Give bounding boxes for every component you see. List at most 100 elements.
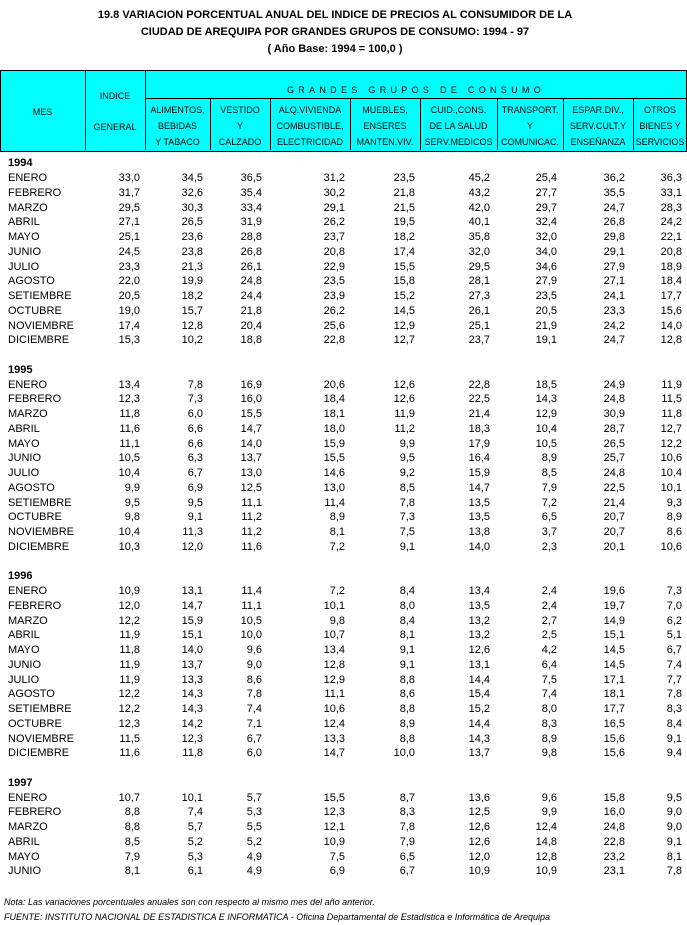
cell-value: 10,9 bbox=[535, 865, 557, 878]
cell-value: 15,7 bbox=[181, 304, 203, 317]
header-column: ENSEÑANZA bbox=[570, 137, 626, 147]
cell-value: 9,2 bbox=[399, 467, 415, 479]
header-column: BEBIDAS bbox=[157, 121, 197, 131]
cell-value: 14,0 bbox=[181, 644, 203, 656]
cell-value: 13,0 bbox=[323, 481, 345, 494]
cell-value: 17,9 bbox=[468, 437, 490, 450]
cell-value: 27,1 bbox=[118, 216, 140, 229]
cell-value: 23,2 bbox=[603, 850, 625, 863]
cell-value: 29,5 bbox=[468, 260, 490, 273]
cell-value: 11,8 bbox=[661, 408, 682, 420]
cell-value: 19,0 bbox=[118, 304, 140, 317]
year-label: 1997 bbox=[8, 776, 33, 789]
cell-value: 25,7 bbox=[603, 452, 625, 465]
cell-value: 9,9 bbox=[541, 806, 557, 819]
cell-value: 7,8 bbox=[666, 688, 682, 701]
cell-value: 6,9 bbox=[187, 481, 203, 494]
cell-value: 14,0 bbox=[240, 437, 262, 450]
month-label: MAYO bbox=[8, 644, 40, 656]
cell-value: 15,2 bbox=[468, 703, 490, 715]
month-label: JULIO bbox=[8, 673, 40, 686]
cell-value: 8,8 bbox=[124, 806, 140, 819]
cell-value: 26,1 bbox=[468, 304, 490, 317]
cell-value: 12,8 bbox=[535, 850, 557, 863]
cell-value: 24,8 bbox=[603, 393, 625, 406]
cell-value: 9,1 bbox=[399, 644, 415, 656]
header-column: DE LA SALUD bbox=[429, 121, 488, 131]
cell-value: 12,6 bbox=[393, 378, 415, 391]
header-group: GRANDES GRUPOS DE CONSUMO bbox=[286, 85, 546, 95]
cell-value: 8,5 bbox=[124, 835, 140, 848]
cell-value: 7,8 bbox=[246, 688, 262, 701]
cell-value: 18,1 bbox=[323, 408, 345, 420]
cell-value: 16,4 bbox=[468, 452, 490, 465]
cell-value: 8,3 bbox=[541, 717, 557, 730]
header-mes: MES bbox=[32, 107, 53, 117]
header-column: BIENES Y bbox=[639, 121, 681, 131]
cell-value: 21,8 bbox=[393, 186, 415, 199]
month-label: JUNIO bbox=[8, 865, 41, 878]
cell-value: 11,9 bbox=[119, 673, 140, 686]
cell-value: 12,7 bbox=[393, 334, 415, 347]
cell-value: 12,9 bbox=[323, 673, 345, 686]
cell-value: 28,1 bbox=[468, 275, 490, 288]
cell-value: 12,8 bbox=[181, 319, 203, 332]
cell-value: 24,4 bbox=[240, 290, 262, 302]
cell-value: 7,2 bbox=[329, 540, 345, 553]
cell-value: 2,4 bbox=[541, 585, 557, 597]
cell-value: 23,5 bbox=[393, 172, 415, 184]
month-label: ABRIL bbox=[8, 835, 40, 848]
header-indice: INDICE bbox=[99, 91, 131, 101]
header-column: ENSERES bbox=[363, 121, 407, 131]
cell-value: 15,5 bbox=[240, 408, 262, 420]
cell-value: 35,8 bbox=[468, 231, 490, 243]
cell-value: 13,8 bbox=[468, 526, 490, 538]
month-label: OCTUBRE bbox=[8, 717, 62, 730]
cell-value: 20,7 bbox=[603, 526, 625, 538]
cell-value: 28,7 bbox=[603, 422, 625, 435]
cell-value: 7,3 bbox=[187, 393, 203, 406]
year-label: 1995 bbox=[8, 363, 33, 376]
month-label: MAYO bbox=[8, 437, 40, 450]
title-line: ( Año Base: 1994 = 100,0 ) bbox=[267, 43, 403, 55]
cell-value: 40,1 bbox=[468, 216, 490, 229]
cell-value: 10,3 bbox=[118, 540, 140, 553]
cell-value: 8,4 bbox=[666, 717, 682, 730]
cell-value: 17,7 bbox=[603, 703, 625, 715]
cell-value: 36,5 bbox=[240, 172, 262, 184]
cell-value: 14,5 bbox=[393, 304, 415, 317]
cell-value: 7,4 bbox=[187, 806, 203, 819]
cell-value: 6,5 bbox=[399, 850, 415, 863]
cell-value: 9,4 bbox=[666, 747, 682, 760]
cell-value: 3,7 bbox=[541, 526, 557, 538]
cell-value: 23,9 bbox=[323, 290, 345, 302]
header-column: ALQ.VIVIENDA bbox=[278, 105, 342, 115]
cell-value: 9,5 bbox=[187, 496, 203, 509]
month-label: OCTUBRE bbox=[8, 511, 62, 524]
cell-value: 27,3 bbox=[468, 290, 490, 302]
cell-value: 9,6 bbox=[246, 644, 262, 656]
cell-value: 30,2 bbox=[323, 186, 345, 199]
header-column: SERV.MEDICOS bbox=[424, 137, 493, 147]
cell-value: 6,6 bbox=[187, 437, 203, 450]
cell-value: 13,5 bbox=[468, 496, 490, 509]
month-label: SETIEMBRE bbox=[8, 703, 72, 715]
cell-value: 11,6 bbox=[119, 747, 140, 760]
cell-value: 23,1 bbox=[603, 865, 625, 878]
cell-value: 10,6 bbox=[660, 540, 682, 553]
cell-value: 8,1 bbox=[666, 850, 682, 863]
cell-value: 6,2 bbox=[666, 614, 682, 627]
cell-value: 29,1 bbox=[603, 245, 625, 258]
cell-value: 12,4 bbox=[323, 717, 345, 730]
cell-value: 25,4 bbox=[535, 172, 557, 184]
cell-value: 22,8 bbox=[468, 378, 490, 391]
cell-value: 32,0 bbox=[535, 231, 557, 243]
cell-value: 14,9 bbox=[603, 614, 625, 627]
header-column: Y TABACO bbox=[155, 137, 200, 147]
cell-value: 14,5 bbox=[603, 658, 625, 671]
cell-value: 28,8 bbox=[240, 231, 262, 243]
cell-value: 11,2 bbox=[394, 422, 415, 435]
cell-value: 22,5 bbox=[468, 393, 490, 406]
note: FUENTE: INSTITUTO NACIONAL DE ESTADISTIC… bbox=[4, 912, 550, 922]
cell-value: 13,4 bbox=[323, 644, 345, 656]
